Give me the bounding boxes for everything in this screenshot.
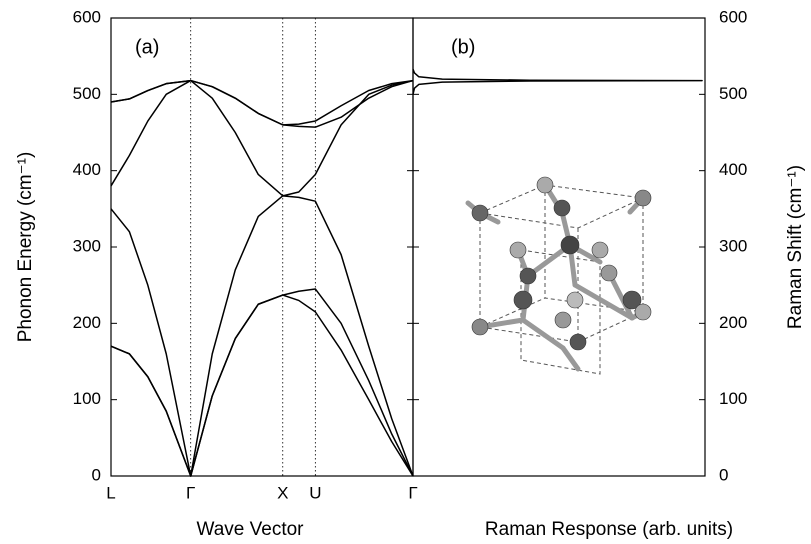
atom [509, 241, 527, 259]
x-tick-label: Γ [186, 483, 195, 502]
y-tick-label: 600 [73, 7, 101, 26]
y-tick-label: 600 [719, 7, 747, 26]
y-tick-label: 400 [719, 160, 747, 179]
atom [536, 176, 554, 194]
y-tick-label: 400 [73, 160, 101, 179]
y-tick-label: 500 [73, 84, 101, 103]
panel-annotation: (a) [135, 36, 159, 58]
atom [634, 189, 652, 207]
atom [471, 318, 489, 336]
series-line [110, 79, 414, 197]
atom [634, 303, 652, 321]
y-tick-label: 100 [719, 389, 747, 408]
atom [600, 264, 618, 282]
x-tick-label: U [309, 483, 321, 502]
series-line [110, 288, 414, 477]
atom [471, 204, 489, 222]
y-tick-label: 0 [92, 465, 101, 484]
y-tick-label: 500 [719, 84, 747, 103]
x-axis-label: Raman Response (arb. units) [485, 519, 733, 540]
bond [606, 270, 635, 321]
atom [569, 333, 587, 351]
y-tick-label: 0 [719, 465, 728, 484]
atom [513, 290, 533, 310]
x-axis-label: Wave Vector [196, 519, 304, 540]
y-tick-label: 300 [73, 236, 101, 255]
plot-frame [412, 17, 706, 477]
series-line [110, 294, 414, 477]
atom [560, 235, 580, 255]
y-tick-label: 200 [719, 313, 747, 332]
y-axis-label: Raman Shift (cm⁻¹) [785, 165, 806, 329]
series-line [110, 79, 414, 126]
x-tick-label: Γ [408, 483, 417, 502]
panel-annotation: (b) [451, 36, 475, 58]
x-tick-label: X [277, 483, 288, 502]
atom [566, 291, 584, 309]
atom [553, 199, 571, 217]
bond [560, 345, 581, 372]
y-tick-label: 100 [73, 389, 101, 408]
atom [622, 290, 642, 310]
bond [520, 317, 566, 351]
atom [554, 311, 572, 329]
atom [591, 241, 609, 259]
crystal-atoms [471, 176, 652, 351]
series-line [412, 68, 703, 95]
bond [572, 282, 635, 321]
atom [519, 267, 537, 285]
y-tick-label: 200 [73, 313, 101, 332]
y-axis-label: Phonon Energy (cm⁻¹) [15, 152, 36, 343]
y-tick-label: 300 [719, 236, 747, 255]
series-line [110, 195, 414, 477]
x-tick-label: L [106, 483, 115, 502]
